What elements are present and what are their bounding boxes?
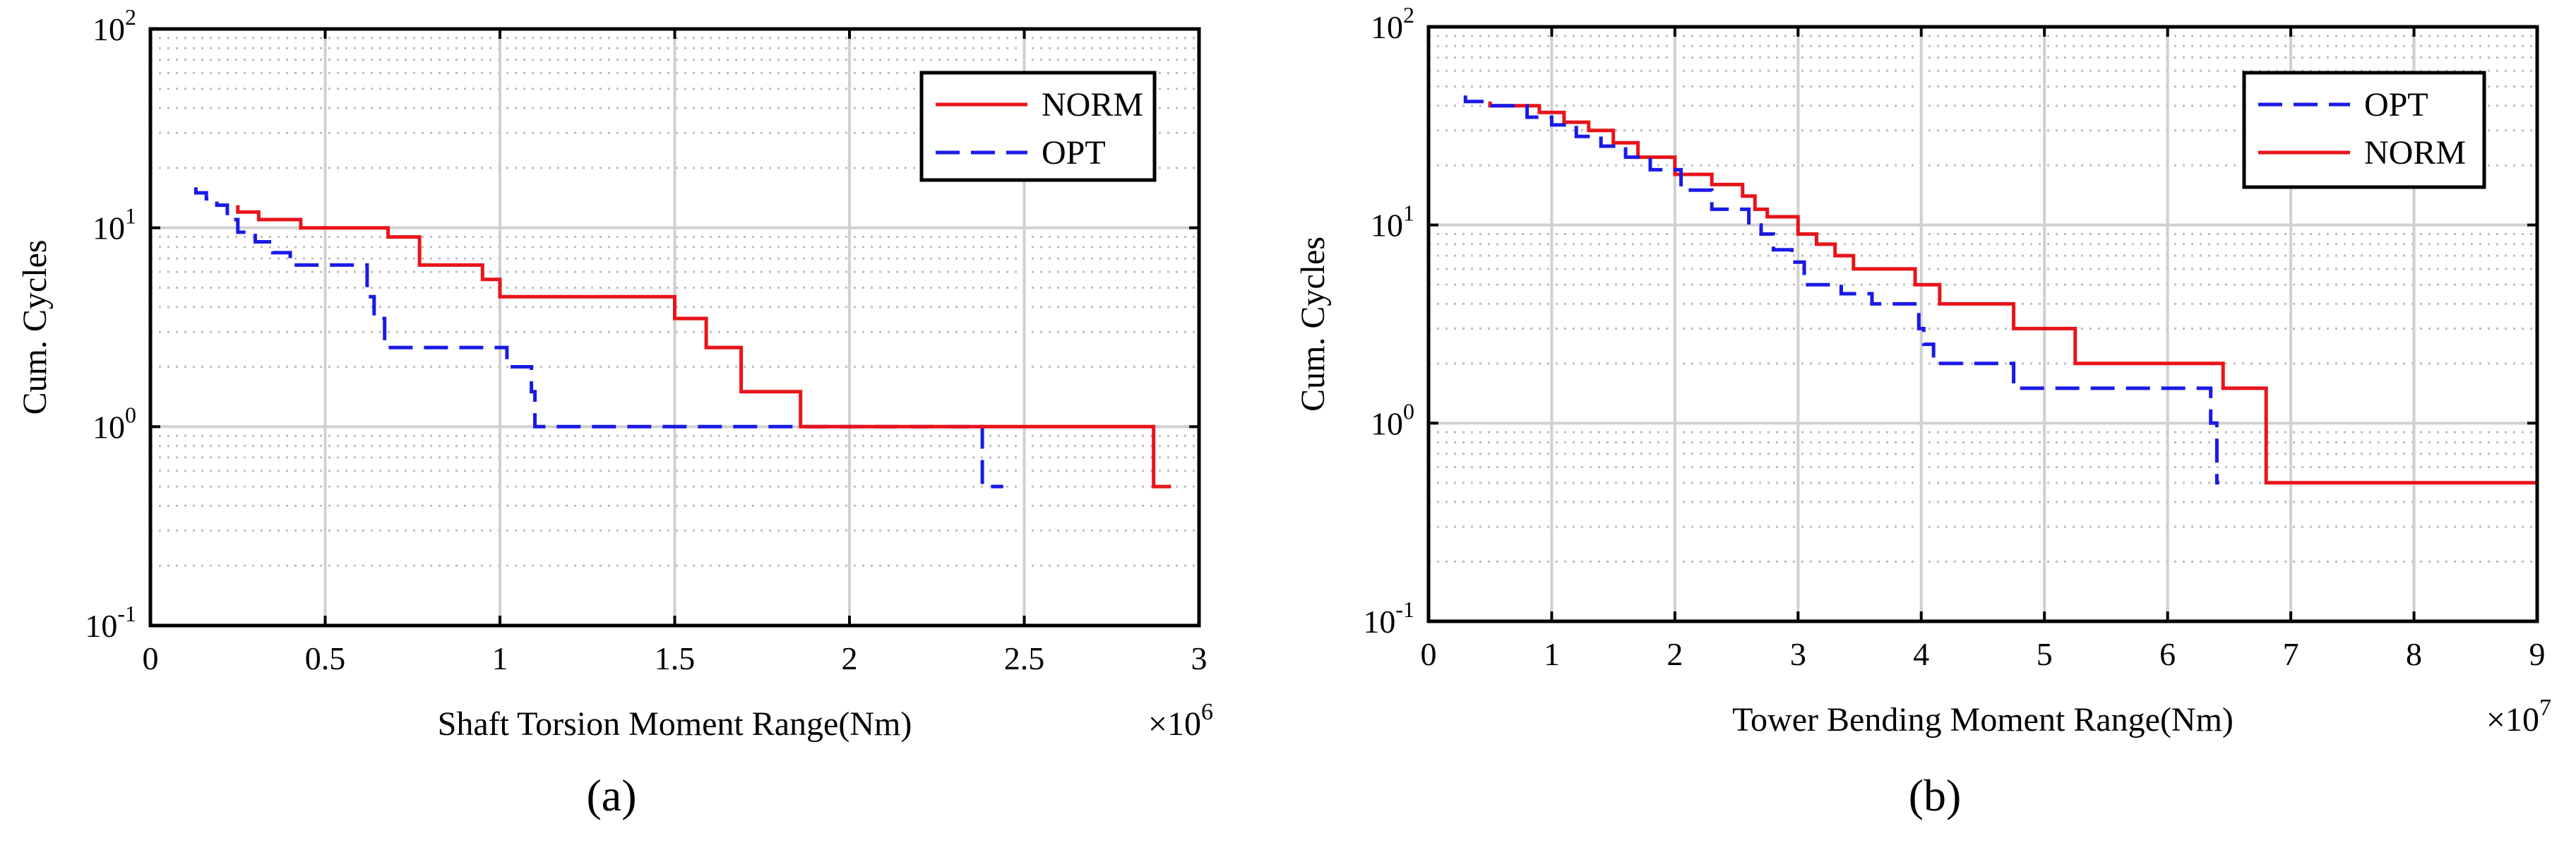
y-tick-base: 10 [1363, 604, 1395, 640]
x-axis: 0 0.5 1 1.5 2 2.5 3 [143, 29, 1208, 676]
legend: NORM OPT [919, 71, 1157, 182]
x-multiplier-label: ×106 [1148, 699, 1213, 743]
x-multiplier-base: ×10 [2486, 701, 2539, 739]
y-tick-exponent: 1 [1403, 201, 1414, 226]
series-group [1463, 95, 2537, 485]
series-line-opt [193, 187, 1003, 489]
legend: OPT NORM [2242, 71, 2486, 189]
y-tick-base: 10 [1371, 9, 1403, 45]
legend-box [2242, 71, 2486, 189]
x-tick-label: 6 [2159, 636, 2176, 672]
x-tick-label: 9 [2529, 636, 2546, 672]
x-multiplier-exponent: 7 [2539, 695, 2551, 721]
x-tick-label: 7 [2283, 636, 2299, 672]
x-multiplier-exponent: 6 [1201, 699, 1213, 725]
y-tick-base: 10 [93, 409, 125, 445]
x-axis-label: Tower Bending Moment Range(Nm) [1732, 701, 2234, 739]
y-tick-exponent: 0 [125, 402, 136, 427]
x-tick-label: 2 [842, 640, 858, 676]
x-tick-label: 2 [1666, 636, 1683, 672]
x-tick-label: 1.5 [655, 640, 696, 676]
y-tick-label: 102 [1371, 2, 1414, 45]
y-tick-base: 10 [85, 608, 117, 644]
series-group [193, 187, 1171, 489]
y-axis-label: Cum. Cycles [16, 240, 54, 415]
x-tick-label: 1 [1544, 636, 1560, 672]
x-tick-label: 8 [2406, 636, 2422, 672]
x-tick-label: 0 [1421, 636, 1437, 672]
x-multiplier-base: ×10 [1148, 705, 1201, 743]
y-tick-label: 102 [93, 4, 136, 47]
y-tick-exponent: 1 [125, 203, 136, 229]
y-tick-label: 10-1 [85, 601, 136, 644]
y-tick-base: 10 [1371, 208, 1403, 244]
legend-label-norm: NORM [1042, 86, 1143, 124]
series-line-norm [1488, 101, 2537, 485]
legend-label-opt: OPT [2364, 86, 2428, 124]
y-tick-label: 100 [93, 402, 136, 445]
y-tick-label: 10-1 [1363, 597, 1414, 640]
panel-label: (b) [1909, 770, 1962, 820]
x-tick-label: 3 [1191, 640, 1208, 676]
y-tick-base: 10 [1371, 405, 1403, 441]
x-tick-label: 5 [2037, 636, 2053, 672]
plot-frame [1426, 25, 2539, 623]
y-tick-label: 100 [1371, 398, 1414, 441]
y-tick-label: 101 [1371, 201, 1414, 244]
x-axis: 0 1 2 3 4 5 6 7 8 9 [1421, 27, 2546, 672]
y-tick-label: 101 [93, 203, 136, 246]
y-tick-exponent: 2 [1403, 2, 1414, 28]
x-tick-label: 3 [1790, 636, 1806, 672]
y-tick-base: 10 [93, 210, 125, 246]
x-axis-label: Shaft Torsion Moment Range(Nm) [438, 705, 912, 743]
panel-label: (a) [586, 770, 636, 820]
y-tick-base: 10 [93, 11, 125, 47]
series-line-opt [1463, 95, 2219, 485]
x-tick-label: 2.5 [1004, 640, 1045, 676]
y-tick-exponent: 0 [1403, 398, 1414, 424]
x-multiplier-label: ×107 [2486, 695, 2551, 739]
legend-label-opt: OPT [1042, 134, 1106, 172]
y-tick-exponent: -1 [117, 601, 136, 626]
x-tick-label: 1 [492, 640, 508, 676]
legend-box [919, 71, 1157, 182]
series-line-norm [236, 205, 1171, 489]
y-tick-exponent: -1 [1395, 597, 1414, 622]
x-tick-label: 0 [143, 640, 159, 676]
y-tick-exponent: 2 [125, 4, 136, 30]
y-axis-label: Cum. Cycles [1294, 237, 1332, 412]
legend-label-norm: NORM [2364, 134, 2466, 172]
x-tick-label: 4 [1913, 636, 1929, 672]
x-tick-label: 0.5 [305, 640, 346, 676]
